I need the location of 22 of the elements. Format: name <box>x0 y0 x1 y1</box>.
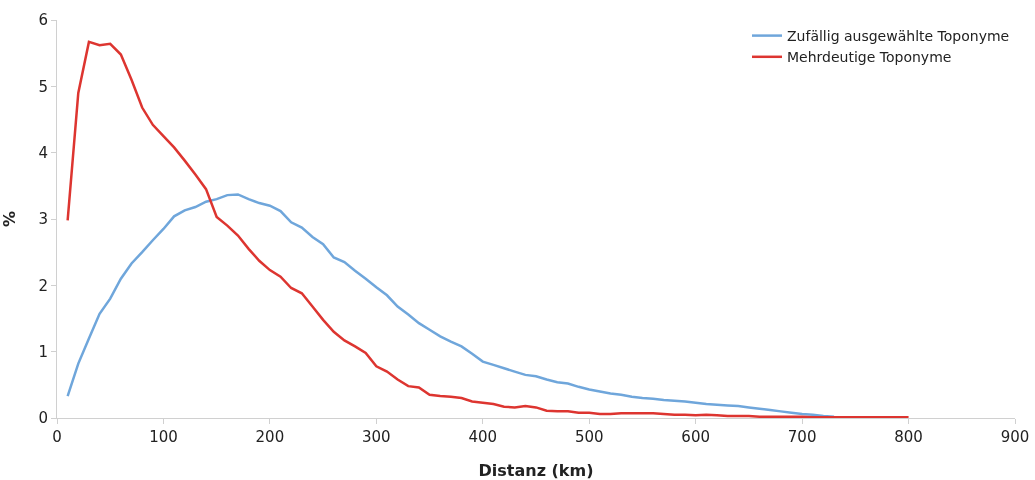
y-tick-label: 4 <box>38 143 48 162</box>
y-tick-label: 3 <box>38 210 48 229</box>
y-tick-label: 6 <box>38 11 48 30</box>
x-tick-label: 0 <box>52 428 62 446</box>
x-tick-label: 800 <box>894 428 923 446</box>
x-tick-label: 300 <box>362 428 391 446</box>
y-tick-label: 2 <box>38 276 48 295</box>
line-series <box>66 193 836 418</box>
x-tick-label: 400 <box>468 428 498 446</box>
y-tick-label: 5 <box>38 77 48 96</box>
x-tick-label: 200 <box>255 428 285 446</box>
x-axis-title: Distanz (km) <box>478 461 594 480</box>
x-tick-label: 700 <box>787 428 817 446</box>
y-tick-label: 0 <box>38 409 48 428</box>
legend-label: Zufällig ausgewählte Toponyme <box>787 28 1010 45</box>
y-tick-label: 1 <box>38 342 48 361</box>
x-tick-label: 100 <box>149 428 178 446</box>
legend-label: Mehrdeutige Toponyme <box>787 49 952 66</box>
x-tick-label: 900 <box>1000 428 1030 446</box>
x-tick-label: 600 <box>681 428 710 446</box>
y-axis-title: % <box>0 210 19 228</box>
x-tick-label: 500 <box>574 428 604 446</box>
